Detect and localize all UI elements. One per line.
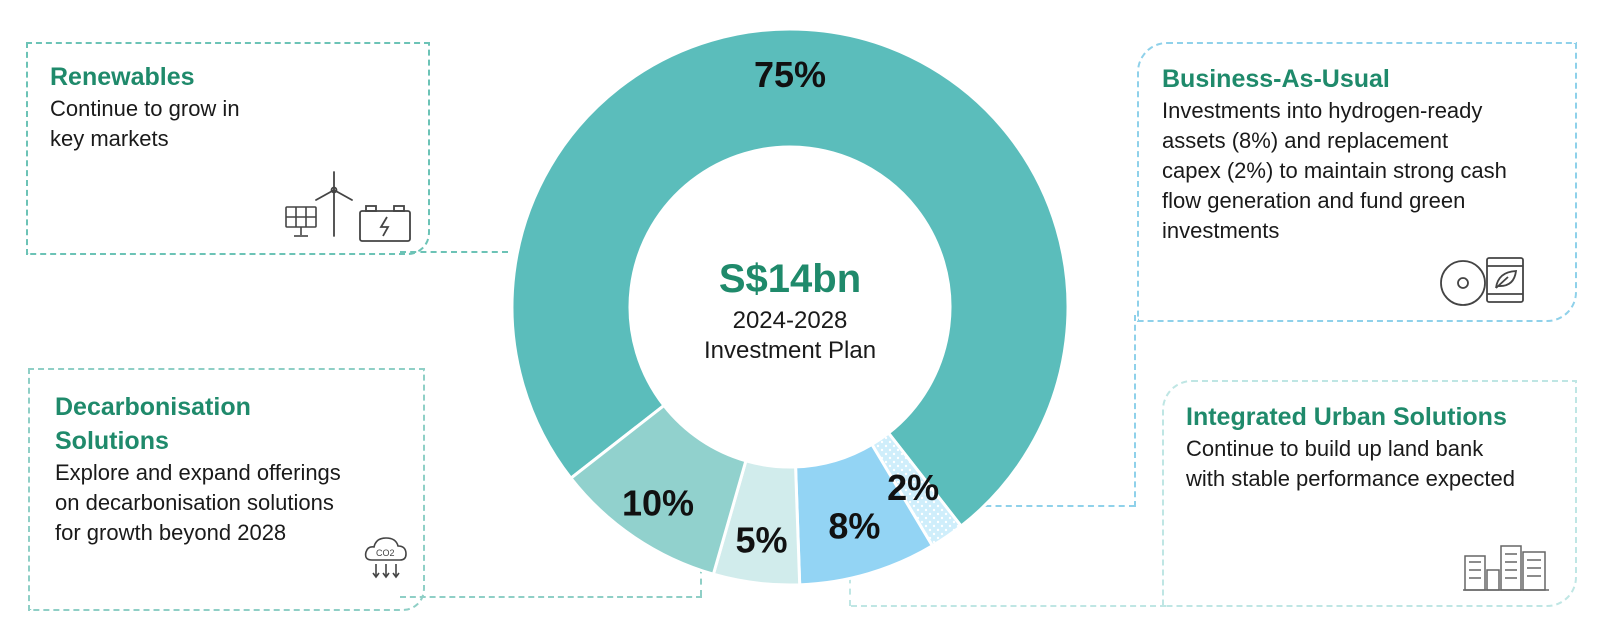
bau-title: Business-As-Usual (1162, 65, 1390, 93)
slice-label-8: 8% (828, 506, 880, 547)
bau-connector-h (975, 505, 1135, 507)
slice-label-5: 5% (735, 519, 787, 560)
green-fuel-barrel-icon (1486, 257, 1524, 303)
center-amount: S$14bn (719, 257, 861, 301)
ius-connector-v (849, 566, 851, 606)
integrated-urban-solutions-box: Integrated Urban Solutions Continue to b… (1162, 380, 1577, 607)
slice-label-2: 2% (887, 467, 939, 508)
decarbonisation-connector-v (700, 556, 702, 596)
slice-label-10: 10% (622, 483, 694, 524)
turbine-disc-icon (1440, 260, 1486, 306)
center-period: 2024-2028 (733, 307, 848, 334)
battery-icon (359, 205, 411, 242)
renewables-title: Renewables (50, 63, 195, 91)
decarbonisation-text-line-3: for growth beyond 2028 (55, 520, 287, 545)
co2-cloud-icon: CO2 (364, 537, 407, 579)
decarbonisation-box: Decarbonisation Solutions Explore and ex… (28, 368, 425, 611)
bau-text-line-2: assets (8%) and replacement (1162, 128, 1449, 153)
donut-slice-10 (568, 403, 748, 577)
ius-text-line-1: Continue to build up land bank (1186, 436, 1484, 461)
solar-panel-icon (285, 206, 317, 237)
decarbonisation-title-line-2: Solutions (55, 427, 169, 455)
renewables-box: Renewables Continue to grow in key marke… (26, 42, 430, 255)
city-buildings-icon (1463, 545, 1549, 591)
bau-text-line-3: capex (2%) to maintain strong cash (1162, 158, 1507, 183)
svg-text:CO2: CO2 (376, 548, 395, 558)
renewables-connector (400, 251, 508, 253)
decarbonisation-title-line-1: Decarbonisation (55, 393, 251, 421)
ius-title: Integrated Urban Solutions (1186, 403, 1507, 431)
center-label: Investment Plan (704, 337, 876, 364)
renewables-text-line-2: key markets (50, 126, 169, 151)
slice-label-75: 75% (754, 54, 826, 95)
bau-text-line-5: investments (1162, 218, 1280, 243)
ius-connector-h (851, 605, 1166, 607)
ius-text-line-2: with stable performance expected (1186, 466, 1515, 491)
donut-slice-75 (510, 27, 1070, 529)
bau-text-line-4: flow generation and fund green (1162, 188, 1466, 213)
business-as-usual-box: Business-As-Usual Investments into hydro… (1137, 42, 1577, 322)
decarbonisation-connector-h (400, 596, 702, 598)
decarbonisation-text-line-1: Explore and expand offerings (55, 460, 341, 485)
renewables-text-line-1: Continue to grow in (50, 96, 240, 121)
wind-turbine-icon (315, 171, 353, 237)
bau-connector-v (1134, 315, 1136, 507)
bau-text-line-1: Investments into hydrogen-ready (1162, 98, 1483, 123)
decarbonisation-text-line-2: on decarbonisation solutions (55, 490, 334, 515)
